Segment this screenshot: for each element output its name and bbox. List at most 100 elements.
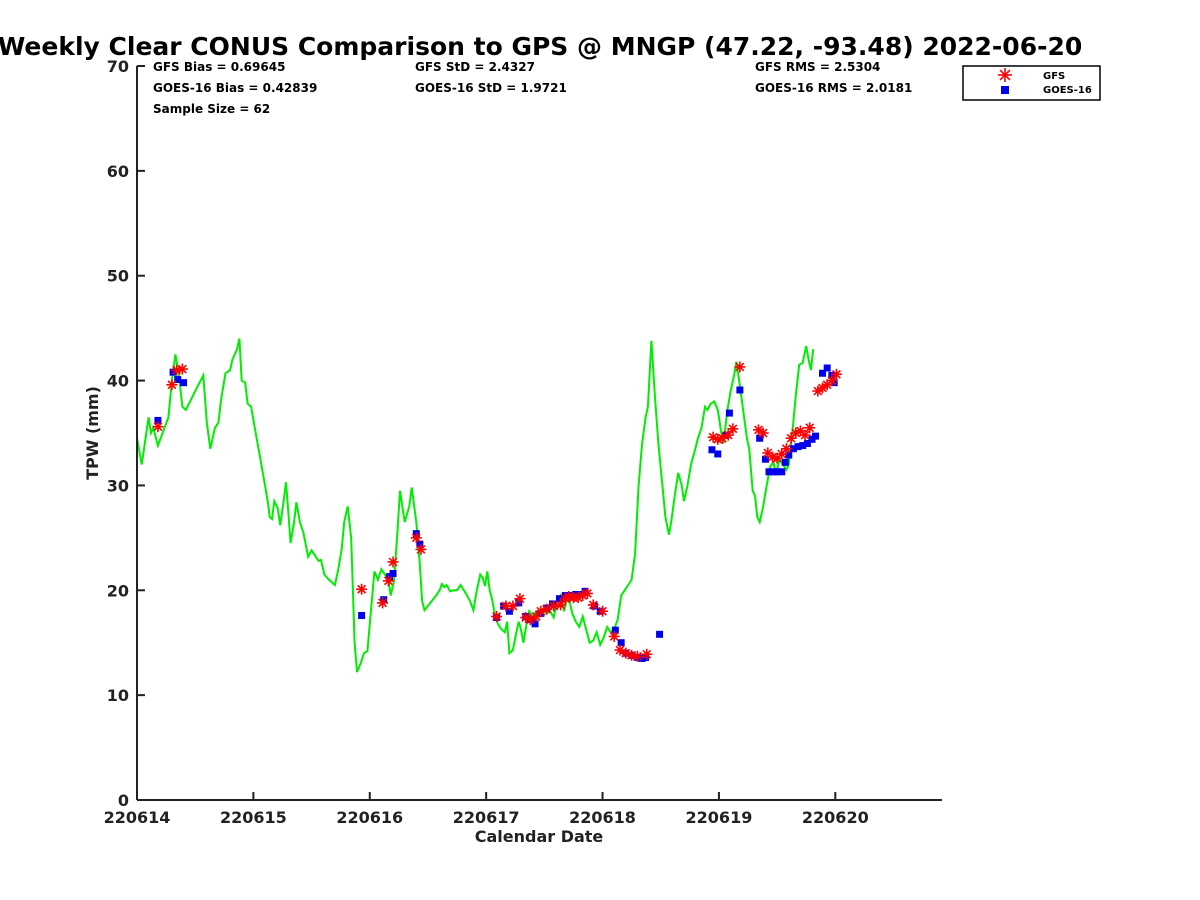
legend-gfs-star	[998, 68, 1012, 82]
y-tick-label: 50	[107, 267, 129, 286]
x-tick-label: 220618	[569, 808, 636, 827]
gfs-point	[166, 379, 178, 391]
stat-goes-std: GOES-16 StD = 1.9721	[415, 81, 567, 95]
y-tick-label: 30	[107, 476, 129, 495]
gfs-point	[152, 421, 164, 433]
y-tick-label: 40	[107, 372, 129, 391]
goes16-point	[515, 599, 523, 607]
goes16-point	[169, 368, 177, 376]
goes16-point	[773, 468, 781, 476]
goes16-point	[531, 620, 539, 628]
plot-area	[136, 338, 842, 673]
goes16-point	[389, 570, 397, 578]
gfs-point	[608, 630, 620, 642]
gfs-point	[780, 443, 792, 455]
gfs-point	[785, 432, 797, 444]
y-tick-label: 70	[107, 57, 129, 76]
goes16-point	[794, 443, 802, 451]
gfs-point	[734, 361, 746, 373]
goes16-point	[416, 540, 424, 548]
goes16-point	[823, 364, 831, 372]
goes16-point	[736, 386, 744, 394]
gps-line	[136, 338, 815, 673]
x-tick-label: 220615	[220, 808, 287, 827]
x-axis-label: Calendar Date	[475, 827, 604, 846]
y-tick-label: 20	[107, 581, 129, 600]
goes16-point	[785, 451, 793, 459]
legend-gfs-label: GFS	[1043, 71, 1065, 82]
goes16-point	[812, 432, 820, 440]
gfs-point	[641, 648, 653, 660]
goes16-point	[617, 639, 625, 647]
gfs-point	[555, 599, 567, 611]
x-tick-label: 220619	[686, 808, 753, 827]
gfs-point	[382, 575, 394, 587]
gfs-point	[776, 448, 788, 460]
gfs-point	[581, 587, 593, 599]
y-axis-label: TPW (mm)	[83, 386, 102, 480]
gfs-point	[757, 427, 769, 439]
goes16-point	[180, 379, 188, 387]
goes16-point	[789, 445, 797, 453]
gfs-point	[514, 593, 526, 605]
gfs-point	[387, 556, 399, 568]
goes16-point	[642, 653, 650, 661]
x-tick-label: 220616	[336, 808, 403, 827]
gfs-point	[826, 375, 838, 387]
legend-goes-label: GOES-16	[1043, 85, 1092, 96]
goes16-point	[799, 442, 807, 450]
gfs-point	[799, 429, 811, 441]
goes16-point	[174, 376, 182, 384]
gfs-point	[830, 368, 842, 380]
gfs-point	[415, 543, 427, 555]
goes16-point	[781, 458, 789, 466]
goes16-point	[708, 446, 716, 454]
gfs-point	[377, 597, 389, 609]
gfs-point	[356, 583, 368, 595]
goes16-point	[656, 630, 664, 638]
y-tick-label: 10	[107, 686, 129, 705]
gfs-point	[597, 605, 609, 617]
gfs-point	[804, 422, 816, 434]
gfs-point	[631, 650, 643, 662]
stat-gfs-bias: GFS Bias = 0.69645	[153, 60, 285, 74]
gfs-point	[507, 600, 519, 612]
gfs-point	[176, 363, 188, 375]
legend-box	[962, 65, 1101, 101]
gfs-point	[491, 611, 503, 622]
goes16-point	[756, 434, 764, 442]
stat-gfs-std: GFS StD = 2.4327	[415, 60, 535, 74]
y-tick-label: 0	[118, 791, 129, 810]
gfs-point	[587, 599, 599, 611]
gfs-point	[410, 532, 422, 544]
goes16-point	[714, 450, 722, 458]
goes16-point	[611, 626, 619, 634]
goes16-point	[505, 607, 513, 615]
y-tick-label: 60	[107, 162, 129, 181]
axes: 0 10 20 30 40 50 60 70 220614 220615 220616 220617 2…	[104, 57, 942, 827]
goes16-point	[819, 369, 827, 377]
stat-gfs-rms: GFS RMS = 2.5304	[755, 60, 880, 74]
stat-sample-size: Sample Size = 62	[153, 102, 270, 116]
stat-goes-bias: GOES-16 Bias = 0.42839	[153, 81, 317, 95]
goes16-point	[778, 468, 786, 476]
goes16-point	[358, 611, 366, 619]
legend-goes-marker	[1001, 86, 1009, 94]
goes16-point	[555, 595, 563, 603]
goes16-point	[765, 468, 773, 476]
goes16-point	[725, 409, 733, 417]
goes16-point	[154, 416, 162, 424]
legend: GFS GOES-16	[962, 65, 1101, 101]
gfs-point	[722, 429, 734, 441]
x-tick-label: 220617	[453, 808, 520, 827]
x-tick-label: 220620	[802, 808, 869, 827]
goes16-point	[803, 439, 811, 447]
stats-block: GFS Bias = 0.69645 GFS StD = 2.4327 GFS …	[153, 60, 912, 116]
gfs-point	[548, 600, 560, 612]
gfs-point	[727, 423, 739, 435]
x-tick-label: 220614	[104, 808, 171, 827]
stat-goes-rms: GOES-16 RMS = 2.0181	[755, 81, 912, 95]
goes16-point	[380, 596, 388, 604]
legend-gfs-marker	[998, 68, 1012, 82]
